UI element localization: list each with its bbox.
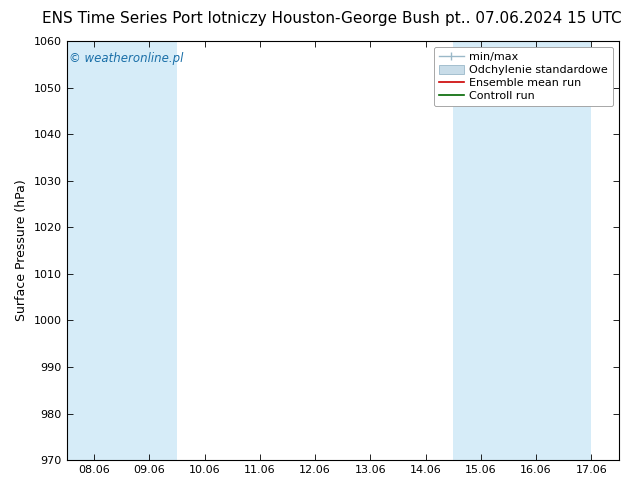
Bar xyxy=(564,41,592,460)
Bar xyxy=(453,41,508,460)
Legend: min/max, Odchylenie standardowe, Ensemble mean run, Controll run: min/max, Odchylenie standardowe, Ensembl… xyxy=(434,47,614,106)
Text: © weatheronline.pl: © weatheronline.pl xyxy=(69,51,184,65)
Text: ENS Time Series Port lotniczy Houston-George Bush: ENS Time Series Port lotniczy Houston-Ge… xyxy=(42,11,440,26)
Bar xyxy=(508,41,564,460)
Bar xyxy=(67,41,122,460)
Bar xyxy=(122,41,177,460)
Text: pt.. 07.06.2024 15 UTC: pt.. 07.06.2024 15 UTC xyxy=(444,11,621,26)
Y-axis label: Surface Pressure (hPa): Surface Pressure (hPa) xyxy=(15,180,28,321)
